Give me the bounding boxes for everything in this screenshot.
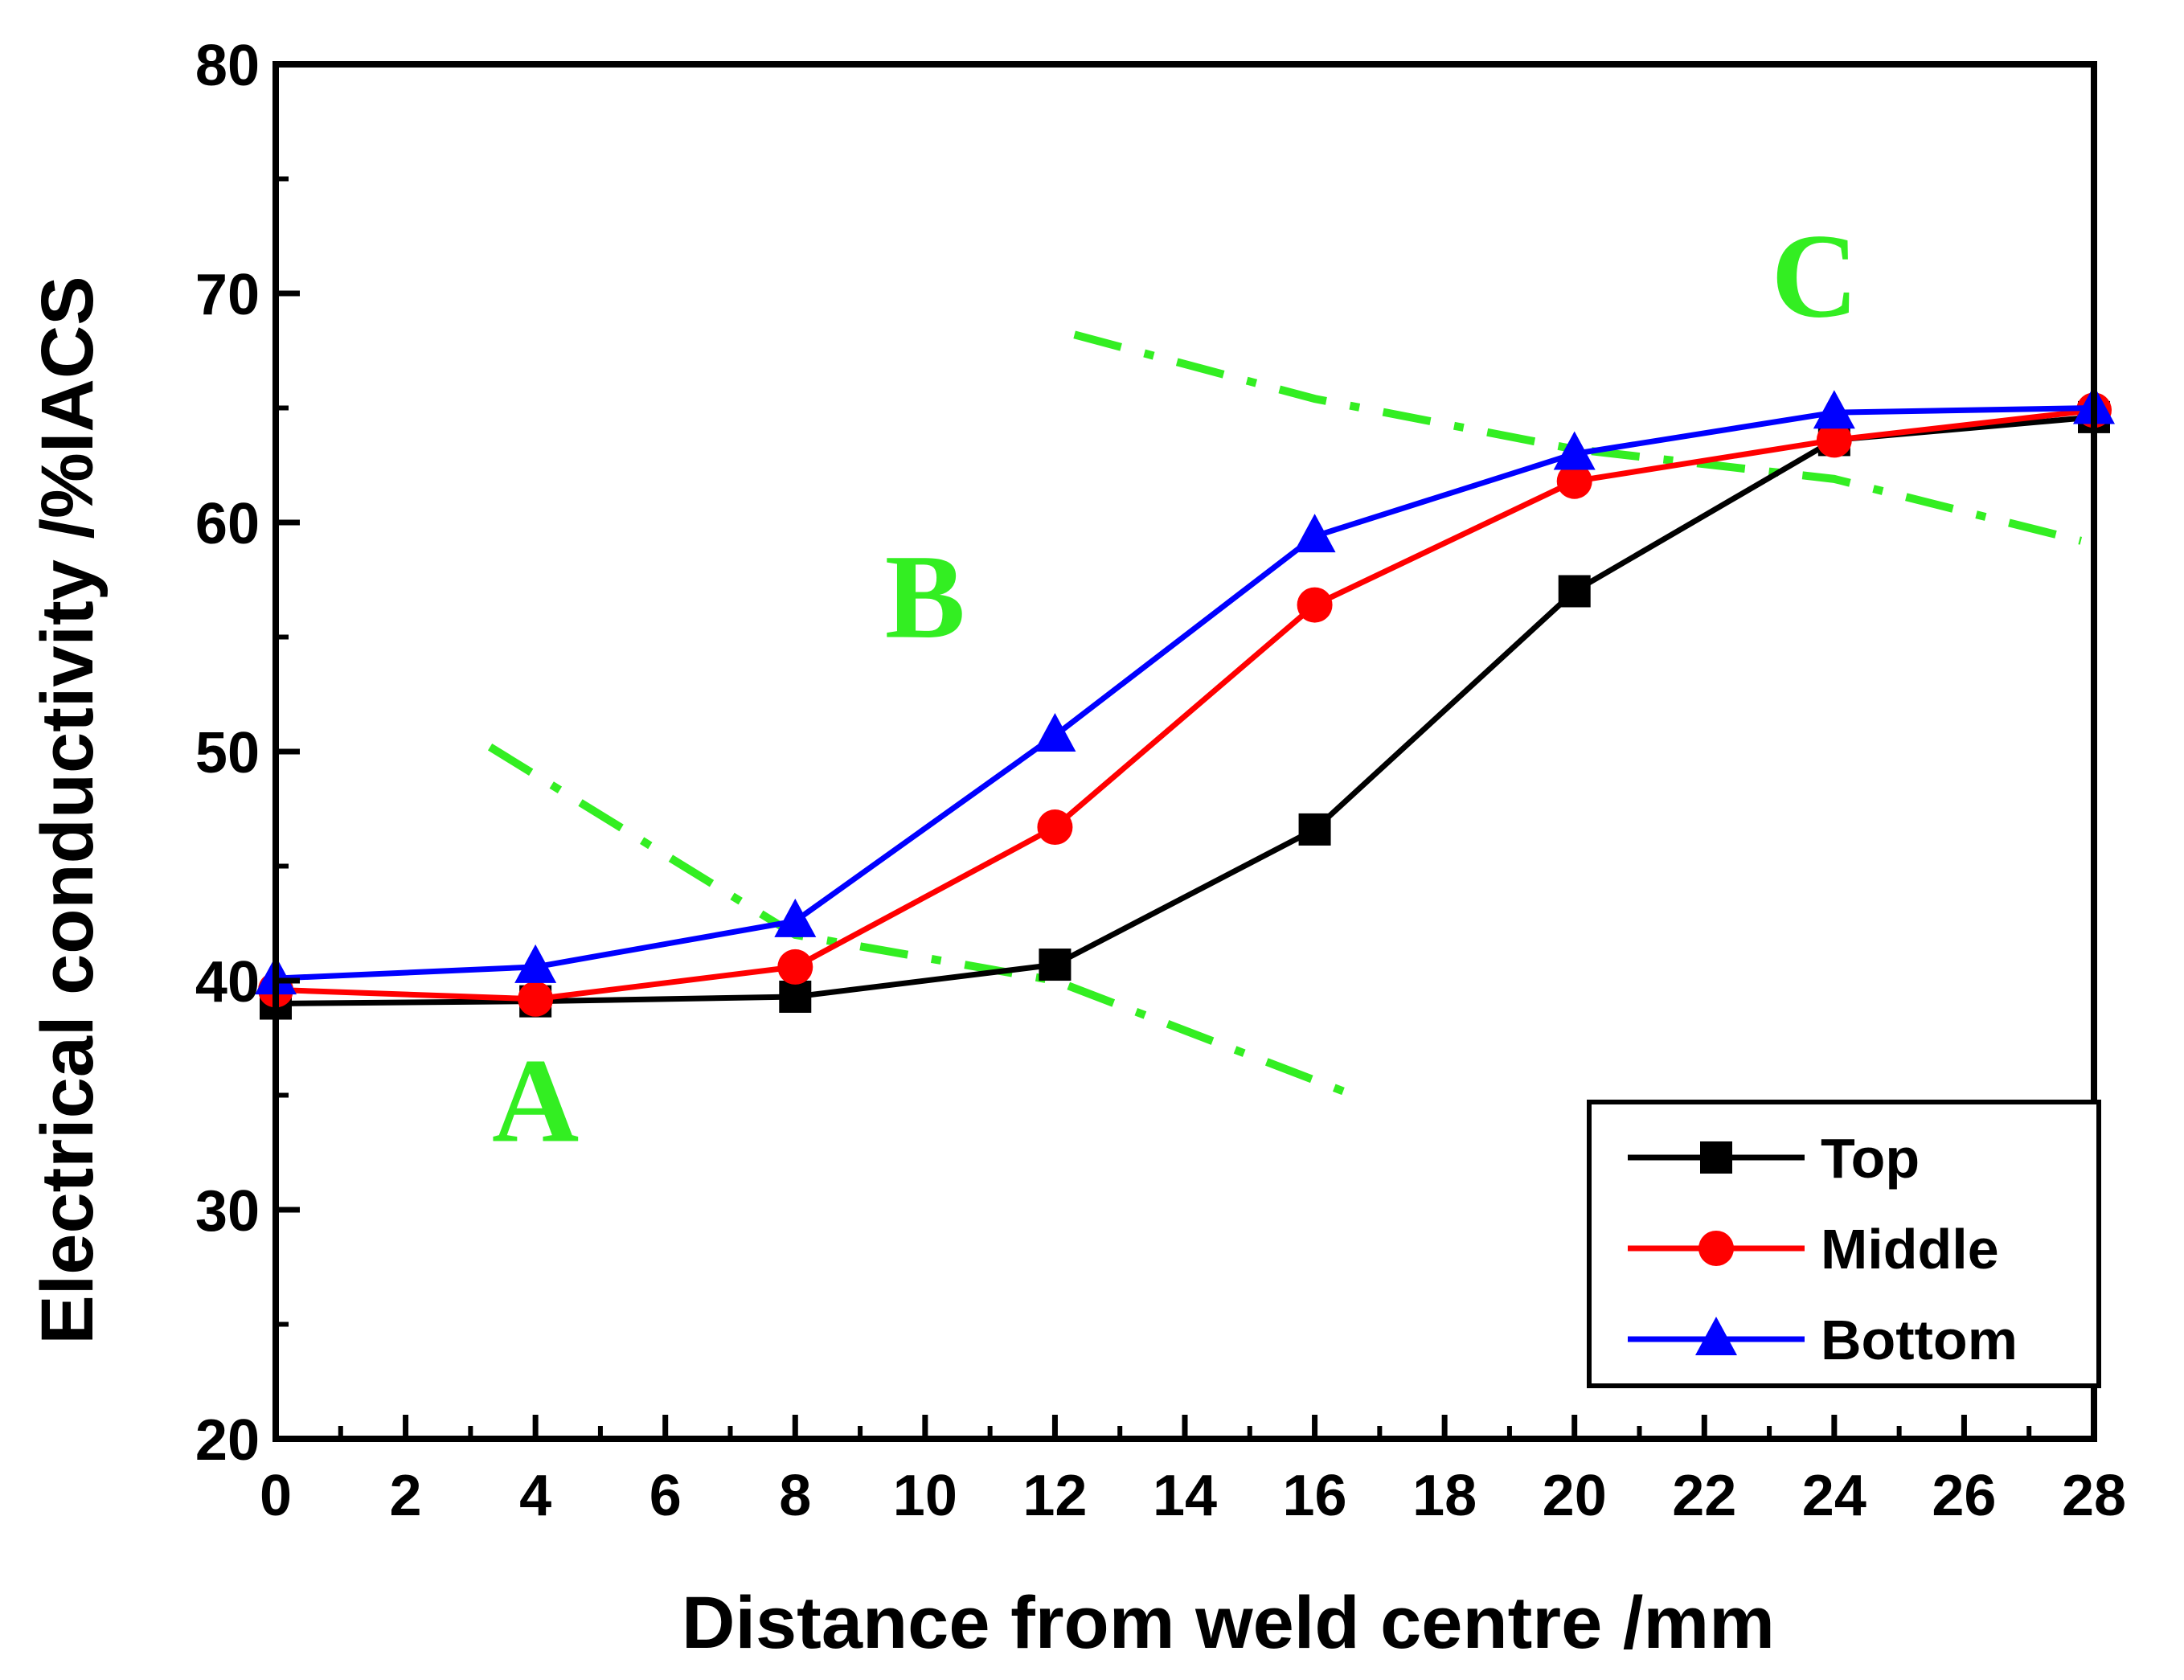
data-point-top: [1298, 813, 1331, 846]
x-tick-label: 16: [1283, 1464, 1347, 1528]
series-line-top: [275, 414, 2095, 1006]
y-tick-label: 70: [195, 263, 260, 327]
data-point-middle: [1816, 422, 1852, 458]
x-tick-label: 6: [649, 1464, 682, 1528]
legend-entry-bottom: Bottom: [1628, 1309, 2018, 1371]
data-point-bottom: [1034, 713, 1076, 752]
annotation-layer: A B C: [487, 210, 2083, 1168]
legend-label: Bottom: [1821, 1309, 2018, 1371]
x-tick-label: 24: [1802, 1464, 1866, 1528]
y-tick-label: 80: [195, 34, 260, 98]
region-label-a: A: [492, 1035, 579, 1168]
x-tick-label: 18: [1412, 1464, 1477, 1528]
legend-marker-bottom: [1695, 1317, 1737, 1355]
y-tick-label: 40: [195, 950, 260, 1014]
x-tick-label: 4: [519, 1464, 551, 1528]
data-point-bottom: [774, 898, 817, 937]
data-point-bottom: [514, 944, 557, 983]
x-tick-label: 20: [1543, 1464, 1607, 1528]
data-point-bottom: [1553, 431, 1596, 470]
data-point-bottom: [1293, 514, 1336, 553]
data-point-middle: [518, 981, 554, 1017]
data-point-top: [1558, 575, 1591, 608]
x-tick-label: 22: [1672, 1464, 1736, 1528]
x-tick-label: 10: [893, 1464, 957, 1528]
legend: Top Middle Bottom: [1587, 1100, 2101, 1388]
legend-label: Middle: [1821, 1218, 1999, 1280]
series-middle: [258, 392, 2112, 1017]
region-label-b: B: [885, 531, 965, 664]
series-line-middle: [275, 407, 2095, 1002]
x-tick-label: 0: [260, 1464, 292, 1528]
data-point-middle: [1037, 809, 1073, 846]
legend-marker-top: [1700, 1141, 1732, 1174]
data-point-middle: [1297, 587, 1333, 623]
x-tick-label: 14: [1153, 1464, 1217, 1528]
y-tick-label: 20: [195, 1408, 260, 1473]
legend-label: Top: [1821, 1127, 1920, 1190]
x-tick-label: 8: [779, 1464, 811, 1528]
x-tick-label: 28: [2062, 1464, 2126, 1528]
series-line-bottom: [275, 405, 2095, 981]
x-tick-label: 12: [1022, 1464, 1087, 1528]
data-point-middle: [777, 949, 813, 985]
y-tick-label: 30: [195, 1179, 260, 1244]
region-label-c: C: [1771, 210, 1858, 343]
y-axis-title: Electrical conductivity /%IACS: [27, 276, 109, 1344]
y-tick-label: 60: [195, 492, 260, 556]
data-point-middle: [1556, 463, 1592, 499]
y-tick-label: 50: [195, 721, 260, 785]
region-boundary-line: [487, 744, 1355, 1100]
legend-entry-top: Top: [1628, 1127, 1920, 1190]
data-point-bottom: [1813, 390, 1855, 429]
data-point-top: [779, 980, 812, 1013]
x-tick-label: 26: [1932, 1464, 1996, 1528]
region-boundary-line: [1073, 330, 2083, 545]
legend-marker-middle: [1698, 1231, 1734, 1266]
data-point-top: [1039, 949, 1072, 981]
legend-entry-middle: Middle: [1628, 1218, 1999, 1280]
x-axis-title: Distance from weld centre /mm: [682, 1582, 1775, 1664]
series-layer: [255, 385, 2115, 1020]
series-top: [260, 400, 2110, 1020]
legend-entries: Top Middle Bottom: [1628, 1127, 2018, 1371]
x-tick-label: 2: [390, 1464, 422, 1528]
